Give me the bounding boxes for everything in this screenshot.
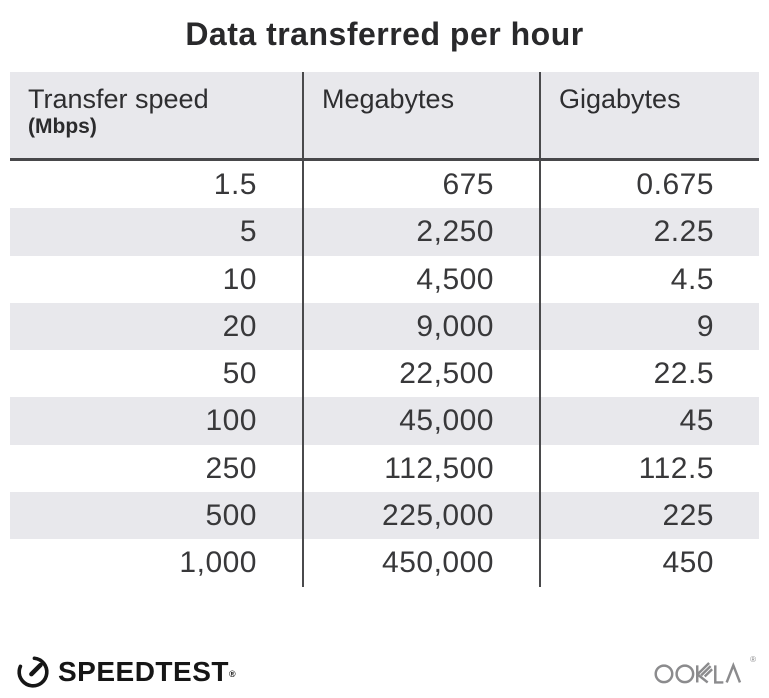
table-cell: 450,000 [302,539,539,587]
table-cell: 225 [539,492,759,540]
table-cell: 45 [539,397,759,445]
table-cell: 4,500 [302,255,539,303]
table-row: 250 112,500 112.5 [10,444,759,493]
speedtest-gauge-icon [17,656,49,688]
table-cell: 675 [302,161,539,209]
table-row: 10 4,500 4.5 [10,255,759,303]
registered-mark: ® [228,669,237,679]
header-megabytes: Megabytes [302,72,539,158]
header-label: Gigabytes [559,84,681,114]
table-row: 50 22,500 22.5 [10,350,759,398]
table-row: 1,000 450,000 450 [10,539,759,587]
ookla-wordmark [654,661,742,684]
table-cell: 250 [205,451,257,485]
table-cell: 10 [222,262,257,296]
table-cell: 22,500 [302,350,539,398]
ookla-logo: ® [654,655,756,688]
table-row: 5 2,250 2.25 [10,208,759,256]
table-cell: 2,250 [302,208,539,256]
header-label: Megabytes [322,84,455,114]
header-sublabel: (Mbps) [28,115,97,138]
table-cell: 100 [205,404,257,438]
data-table: Transfer speed (Mbps) Megabytes Gigabyte… [10,72,759,587]
page-title: Data transferred per hour [185,16,584,52]
table-row: 1.5 675 0.675 [10,161,759,209]
table-cell: 5 [239,215,257,249]
table-cell: 0.675 [539,161,759,209]
table-cell: 500 [205,499,257,533]
header-transfer-speed: Transfer speed (Mbps) [10,72,302,158]
table-cell: 1,000 [179,546,257,580]
table-cell: 9 [539,302,759,351]
table-cell: 45,000 [302,397,539,445]
header-label: Transfer speed [28,84,209,114]
table-cell: 4.5 [539,255,759,303]
table-cell: 112.5 [539,444,759,493]
speedtest-wordmark: SPEEDTEST® [58,656,237,687]
table-row: 100 45,000 45 [10,397,759,445]
table-row: 500 225,000 225 [10,492,759,540]
table-cell: 112,500 [302,444,539,493]
speedtest-logo: SPEEDTEST® [16,655,236,689]
header-gigabytes: Gigabytes [539,72,759,158]
table-row: 20 9,000 9 [10,302,759,351]
table-cell: 9,000 [302,302,539,351]
table-cell: 225,000 [302,492,539,540]
registered-mark: ® [750,655,756,664]
table-cell: 20 [222,309,257,343]
table-cell: 2.25 [539,208,759,256]
footer: SPEEDTEST® ® [0,648,769,698]
table-header-row: Transfer speed (Mbps) Megabytes Gigabyte… [10,72,759,161]
table-cell: 50 [222,357,257,391]
table-cell: 1.5 [213,168,257,201]
table-cell: 22.5 [539,350,759,398]
table-cell: 450 [539,539,759,587]
table-body: 1.5 675 0.675 5 2,250 2.25 10 4,500 4.5 20 9,000 9 5… [10,161,759,587]
